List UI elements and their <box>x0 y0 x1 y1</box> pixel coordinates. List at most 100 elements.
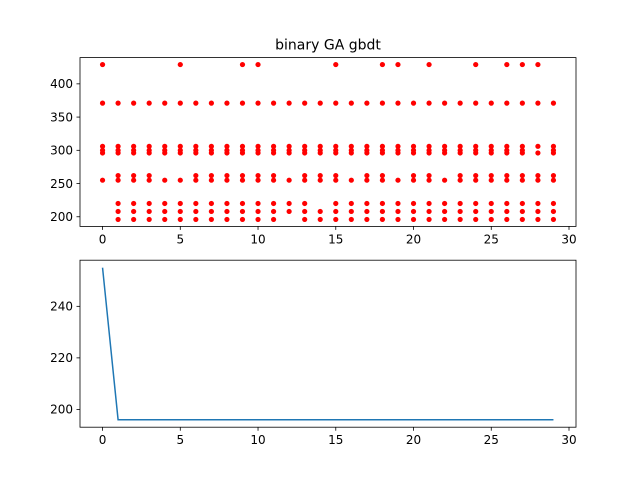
scatter-point <box>457 208 463 215</box>
scatter-point <box>550 172 557 179</box>
scatter-point <box>379 172 386 179</box>
scatter-point <box>115 200 121 207</box>
scatter-point <box>379 143 386 149</box>
scatter-point <box>426 100 432 106</box>
scatter-point <box>115 143 121 149</box>
scatter-point <box>364 177 370 183</box>
scatter-point <box>379 150 386 156</box>
scatter-point <box>348 100 354 106</box>
scatter-point <box>162 100 168 106</box>
scatter-point <box>99 100 106 106</box>
scatter-point <box>504 143 510 149</box>
scatter-point <box>488 143 494 149</box>
scatter-point <box>473 200 479 207</box>
scatter-point <box>457 100 463 106</box>
scatter-point <box>333 177 339 183</box>
scatter-point <box>193 150 199 156</box>
scatter-point <box>146 150 152 156</box>
scatter-point <box>317 172 323 179</box>
scatter-point <box>519 61 525 68</box>
scatter-point <box>473 208 479 215</box>
scatter-point <box>519 172 525 179</box>
scatter-point <box>208 208 214 215</box>
scatter-point <box>364 200 370 207</box>
scatter-point <box>488 172 494 179</box>
scatter-point <box>224 216 230 223</box>
scatter-point <box>348 208 354 215</box>
scatter-point <box>255 143 261 149</box>
scatter-point <box>115 100 121 106</box>
scatter-point <box>193 177 199 183</box>
scatter-point <box>519 216 525 223</box>
scatter-point <box>286 200 292 207</box>
scatter-point <box>519 177 525 183</box>
scatter-point <box>146 200 152 207</box>
scatter-point <box>255 177 261 183</box>
scatter-point <box>535 150 541 156</box>
y-tick-label: 240 <box>50 300 73 314</box>
scatter-point <box>426 216 432 223</box>
scatter-point <box>224 200 230 207</box>
scatter-point <box>270 150 277 156</box>
y-tick-label: 400 <box>50 77 73 91</box>
scatter-point <box>286 150 292 156</box>
scatter-point <box>302 172 308 179</box>
scatter-point <box>504 177 510 183</box>
scatter-point <box>488 216 494 223</box>
scatter-point <box>550 150 557 156</box>
scatter-point <box>177 100 183 106</box>
scatter-point <box>208 216 214 223</box>
scatter-point <box>239 143 246 149</box>
scatter-point <box>239 61 246 68</box>
scatter-point <box>239 177 246 183</box>
scatter-point <box>410 143 417 149</box>
bottom-line-axes: 0 5 10 15 20 25 30 200 220 240 <box>50 259 577 447</box>
scatter-point <box>488 200 494 207</box>
scatter-point <box>504 150 510 156</box>
scatter-point <box>317 216 323 223</box>
scatter-point <box>426 150 432 156</box>
scatter-point <box>504 208 510 215</box>
scatter-point <box>177 208 183 215</box>
scatter-point <box>302 150 308 156</box>
x-tick-label: 20 <box>406 433 421 447</box>
scatter-point <box>239 100 246 106</box>
scatter-point <box>239 150 246 156</box>
scatter-point <box>131 143 137 149</box>
scatter-point <box>488 177 494 183</box>
scatter-point <box>442 208 448 215</box>
scatter-point <box>146 100 152 106</box>
scatter-point <box>457 177 463 183</box>
x-tick-label: 20 <box>406 232 421 246</box>
scatter-point <box>224 143 230 149</box>
scatter-point <box>146 208 152 215</box>
scatter-point <box>473 61 479 68</box>
scatter-point <box>395 150 401 156</box>
scatter-point <box>442 216 448 223</box>
top-scatter-axes: binary GA gbdt 0 5 10 15 20 25 30 200 250 300 350 40… <box>50 38 577 247</box>
axes-frame <box>79 259 577 428</box>
scatter-point <box>504 216 510 223</box>
scatter-point <box>519 143 525 149</box>
scatter-point <box>364 143 370 149</box>
scatter-point <box>193 100 199 106</box>
scatter-point <box>410 200 417 207</box>
scatter-point <box>550 216 557 223</box>
scatter-point <box>177 177 183 183</box>
scatter-point <box>115 150 121 156</box>
scatter-point <box>99 143 106 149</box>
scatter-point <box>504 61 510 68</box>
scatter-point <box>193 172 199 179</box>
scatter-point <box>302 143 308 149</box>
scatter-point <box>255 216 261 223</box>
y-tick-label: 200 <box>50 210 73 224</box>
scatter-point <box>208 143 214 149</box>
scatter-point <box>348 177 354 183</box>
scatter-point <box>442 200 448 207</box>
scatter-point <box>519 200 525 207</box>
scatter-point <box>208 177 214 183</box>
scatter-point <box>473 216 479 223</box>
scatter-point <box>442 177 448 183</box>
scatter-point <box>131 200 137 207</box>
scatter-point <box>286 143 292 149</box>
